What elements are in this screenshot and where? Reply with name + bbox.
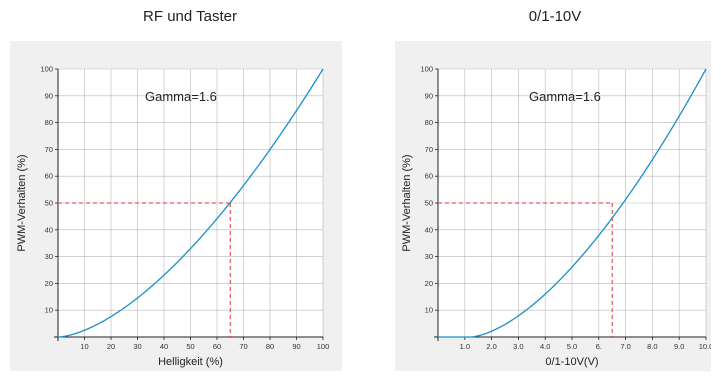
x-tick-label: 50 [186,342,194,351]
chart-right: 1.0 2.0 3.0 4.0 5.0 6. 7.0 8.0 9.0 10.0 10 20 30 40 50… [395,41,711,371]
x-tick-label: 80 [266,342,274,351]
y-tick-label: 60 [45,172,53,181]
y-tick-label: 90 [425,91,433,100]
y-tick-label: 40 [425,225,433,234]
x-tick-label: 10 [80,342,88,351]
x-tick-label: 30 [133,342,141,351]
x-tick-label: 4.0 [540,342,550,351]
gamma-annotation: Gamma=1.6 [529,89,601,104]
x-tick-label: 60 [213,342,221,351]
y-tick-label: 30 [45,252,53,261]
x-tick-label: 5.0 [567,342,577,351]
y-tick-label: 90 [45,91,53,100]
gamma-annotation: Gamma=1.6 [145,89,217,104]
x-axis-label: Helligkeit (%) [158,356,223,368]
y-tick-label: 10 [425,306,433,315]
y-axis-label: PWM-Verhalten (%) [401,154,413,251]
chart-title-right: 0/1-10V [528,8,582,25]
x-tick-label: 7.0 [620,342,630,351]
y-tick-label: 50 [45,199,53,208]
x-tick-label: 10.0 [699,342,711,351]
y-tick-label: 70 [425,145,433,154]
x-tick-label: 1.0 [460,342,470,351]
y-tick-label: 100 [420,65,433,74]
chart-left: 10 20 30 40 50 60 70 80 90 100 10 20 30 40 50 60 70 80 90 1… [10,41,342,371]
x-tick-label: 9.0 [674,342,684,351]
y-tick-label: 70 [45,145,53,154]
y-tick-label: 60 [425,172,433,181]
y-tick-label: 30 [425,252,433,261]
y-tick-label: 20 [45,279,53,288]
y-tick-label: 10 [45,306,53,315]
x-tick-label: 40 [160,342,168,351]
chart-title-left: RF und Taster [143,8,237,25]
series-line [438,68,707,338]
y-tick-label: 100 [40,65,53,74]
x-tick-label: 8.0 [647,342,657,351]
y-axis-label: PWM-Verhalten (%) [16,154,28,251]
x-tick-label: 20 [107,342,115,351]
x-tick-label: 2.0 [486,342,496,351]
y-tick-label: 80 [45,118,53,127]
y-tick-label: 50 [425,199,433,208]
y-tick-label: 40 [45,225,53,234]
x-tick-label: 70 [239,342,247,351]
y-tick-label: 80 [425,118,433,127]
x-axis-label: 0/1-10V(V) [545,356,598,368]
x-tick-label: 100 [317,342,330,351]
series-line [57,68,324,338]
x-tick-label: 6. [596,342,602,351]
y-tick-label: 20 [425,279,433,288]
x-tick-label: 3.0 [513,342,523,351]
x-tick-label: 90 [292,342,300,351]
